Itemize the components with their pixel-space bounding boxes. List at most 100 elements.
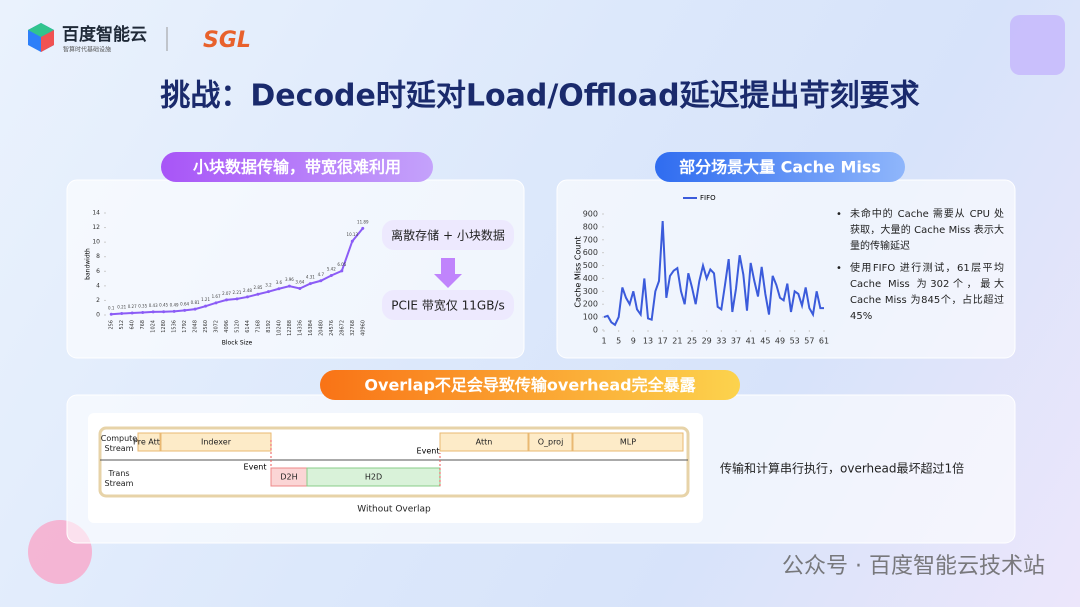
- panel: [66, 179, 525, 359]
- x-tick-label: 3072: [214, 320, 220, 333]
- x-tick-label: 14336: [297, 320, 303, 336]
- value-label: 3.64: [295, 279, 304, 284]
- stage-box: [528, 432, 573, 452]
- title: 挑战：Decode时延对Load/Offload延迟提出苛刻要求: [160, 79, 919, 114]
- value-label: 0.64: [180, 301, 189, 306]
- flow-box: [382, 220, 514, 250]
- badge-text: Overlap不足会导致传输overhead完全暴露: [364, 376, 696, 395]
- x-tick-label: 45: [760, 337, 770, 346]
- x-tick-label: 24576: [329, 320, 335, 336]
- value-label: 0.43: [149, 303, 158, 308]
- watermark: 公众号 · 百度智能云技术站: [782, 554, 1045, 579]
- value-label: 2.48: [243, 288, 252, 293]
- y-tick-label: 4: [96, 282, 100, 289]
- flow-text: 离散存储 + 小块数据: [391, 228, 505, 243]
- point: [162, 310, 166, 314]
- y-tick-label: 100: [583, 313, 598, 322]
- y-tick-label: 2: [96, 297, 100, 304]
- badge-text: 部分场景大量 Cache Miss: [679, 158, 881, 177]
- value-label: 0.21: [117, 304, 126, 309]
- y-tick-label: 0: [593, 326, 598, 335]
- value-label: 2.85: [254, 285, 263, 290]
- x-tick-label: 49: [775, 337, 785, 346]
- bullets: 未命中的 Cache 需要从 CPU 处获取，大量的 Cache Miss 表示…: [836, 207, 1004, 331]
- point: [109, 312, 113, 316]
- decor-cube: [1010, 15, 1065, 75]
- x-tick-label: 768: [140, 320, 146, 330]
- point: [266, 290, 270, 294]
- value-label: 10.13: [347, 232, 359, 237]
- line: [603, 221, 824, 327]
- x-tick-label: 40960: [360, 320, 366, 336]
- value-label: 0.1: [108, 305, 115, 310]
- point: [287, 284, 291, 288]
- value-label: 0.27: [128, 304, 137, 309]
- x-tick-label: 17: [658, 337, 668, 346]
- brand-sub: 智算时代基础设施: [63, 46, 111, 54]
- x-tick-label: 53: [790, 337, 800, 346]
- value-label: 6.05: [337, 262, 346, 267]
- point: [172, 309, 176, 313]
- value-label: 5.42: [327, 267, 336, 272]
- point: [193, 307, 197, 311]
- y-tick-label: 700: [583, 235, 598, 244]
- value-label: 0.35: [138, 303, 147, 308]
- logo: [28, 23, 54, 52]
- x-tick-label: 2560: [203, 320, 209, 333]
- flow-arrow: [434, 258, 462, 288]
- stage-box: [572, 432, 684, 452]
- value-label: 0.49: [170, 302, 179, 307]
- value-label: 2.07: [222, 291, 231, 296]
- stage-label: MLP: [620, 438, 636, 447]
- point: [141, 310, 145, 314]
- point: [183, 308, 187, 312]
- point: [277, 287, 281, 291]
- y-tick-label: 10: [92, 239, 100, 246]
- x-tick-label: 2048: [193, 320, 199, 333]
- x-tick-label: 5: [616, 337, 621, 346]
- stage-label: Pre Attn: [133, 438, 165, 447]
- x-tick-label: 10240: [276, 320, 282, 336]
- y-tick-label: 500: [583, 261, 598, 270]
- value-label: 4.31: [306, 275, 315, 280]
- stage-label: O_proj: [538, 438, 564, 447]
- x-tick-label: 21: [672, 337, 682, 346]
- point: [204, 304, 208, 308]
- value-label: 1.21: [201, 297, 210, 302]
- point: [298, 286, 302, 290]
- x-tick-label: 7168: [255, 320, 261, 333]
- badge: [161, 152, 433, 182]
- badge: [320, 370, 740, 400]
- diagram-caption: Without Overlap: [357, 505, 431, 515]
- value-label: 2.21: [233, 290, 242, 295]
- y-tick-label: 900: [583, 210, 598, 219]
- point: [350, 239, 354, 243]
- point: [214, 301, 218, 305]
- x-tick-label: 1536: [172, 320, 178, 333]
- lane-label: Trans Stream: [104, 469, 134, 488]
- event-label: Event: [244, 463, 267, 472]
- value-label: 11.89: [357, 219, 369, 224]
- point: [235, 297, 239, 301]
- flow-text: PCIE 带宽仅 11GB/s: [391, 298, 504, 313]
- y-tick-label: 14: [92, 210, 100, 217]
- y-tick-label: 600: [583, 248, 598, 257]
- y-tick-label: 12: [92, 224, 100, 231]
- bullet: 未命中的 Cache 需要从 CPU 处获取，大量的 Cache Miss 表示…: [836, 207, 1004, 255]
- legend-label: FIFO: [700, 194, 716, 202]
- note: 传输和计算串行执行，overhead最坏超过1倍: [720, 461, 964, 476]
- value-label: 3.96: [285, 277, 294, 282]
- x-tick-label: 13: [643, 337, 653, 346]
- y-tick-label: 300: [583, 287, 598, 296]
- y-tick-label: 8: [96, 253, 100, 260]
- x-tick-label: 12288: [287, 320, 293, 336]
- x-tick-label: 8192: [266, 320, 272, 333]
- point: [319, 279, 323, 283]
- x-tick-label: 20480: [318, 320, 324, 336]
- point: [225, 298, 229, 302]
- value-label: 1.67: [212, 294, 221, 299]
- stage-label: H2D: [365, 473, 382, 482]
- stage-box: [137, 432, 161, 452]
- x-tick-label: 640: [130, 320, 136, 330]
- value-label: 3.2: [265, 283, 272, 288]
